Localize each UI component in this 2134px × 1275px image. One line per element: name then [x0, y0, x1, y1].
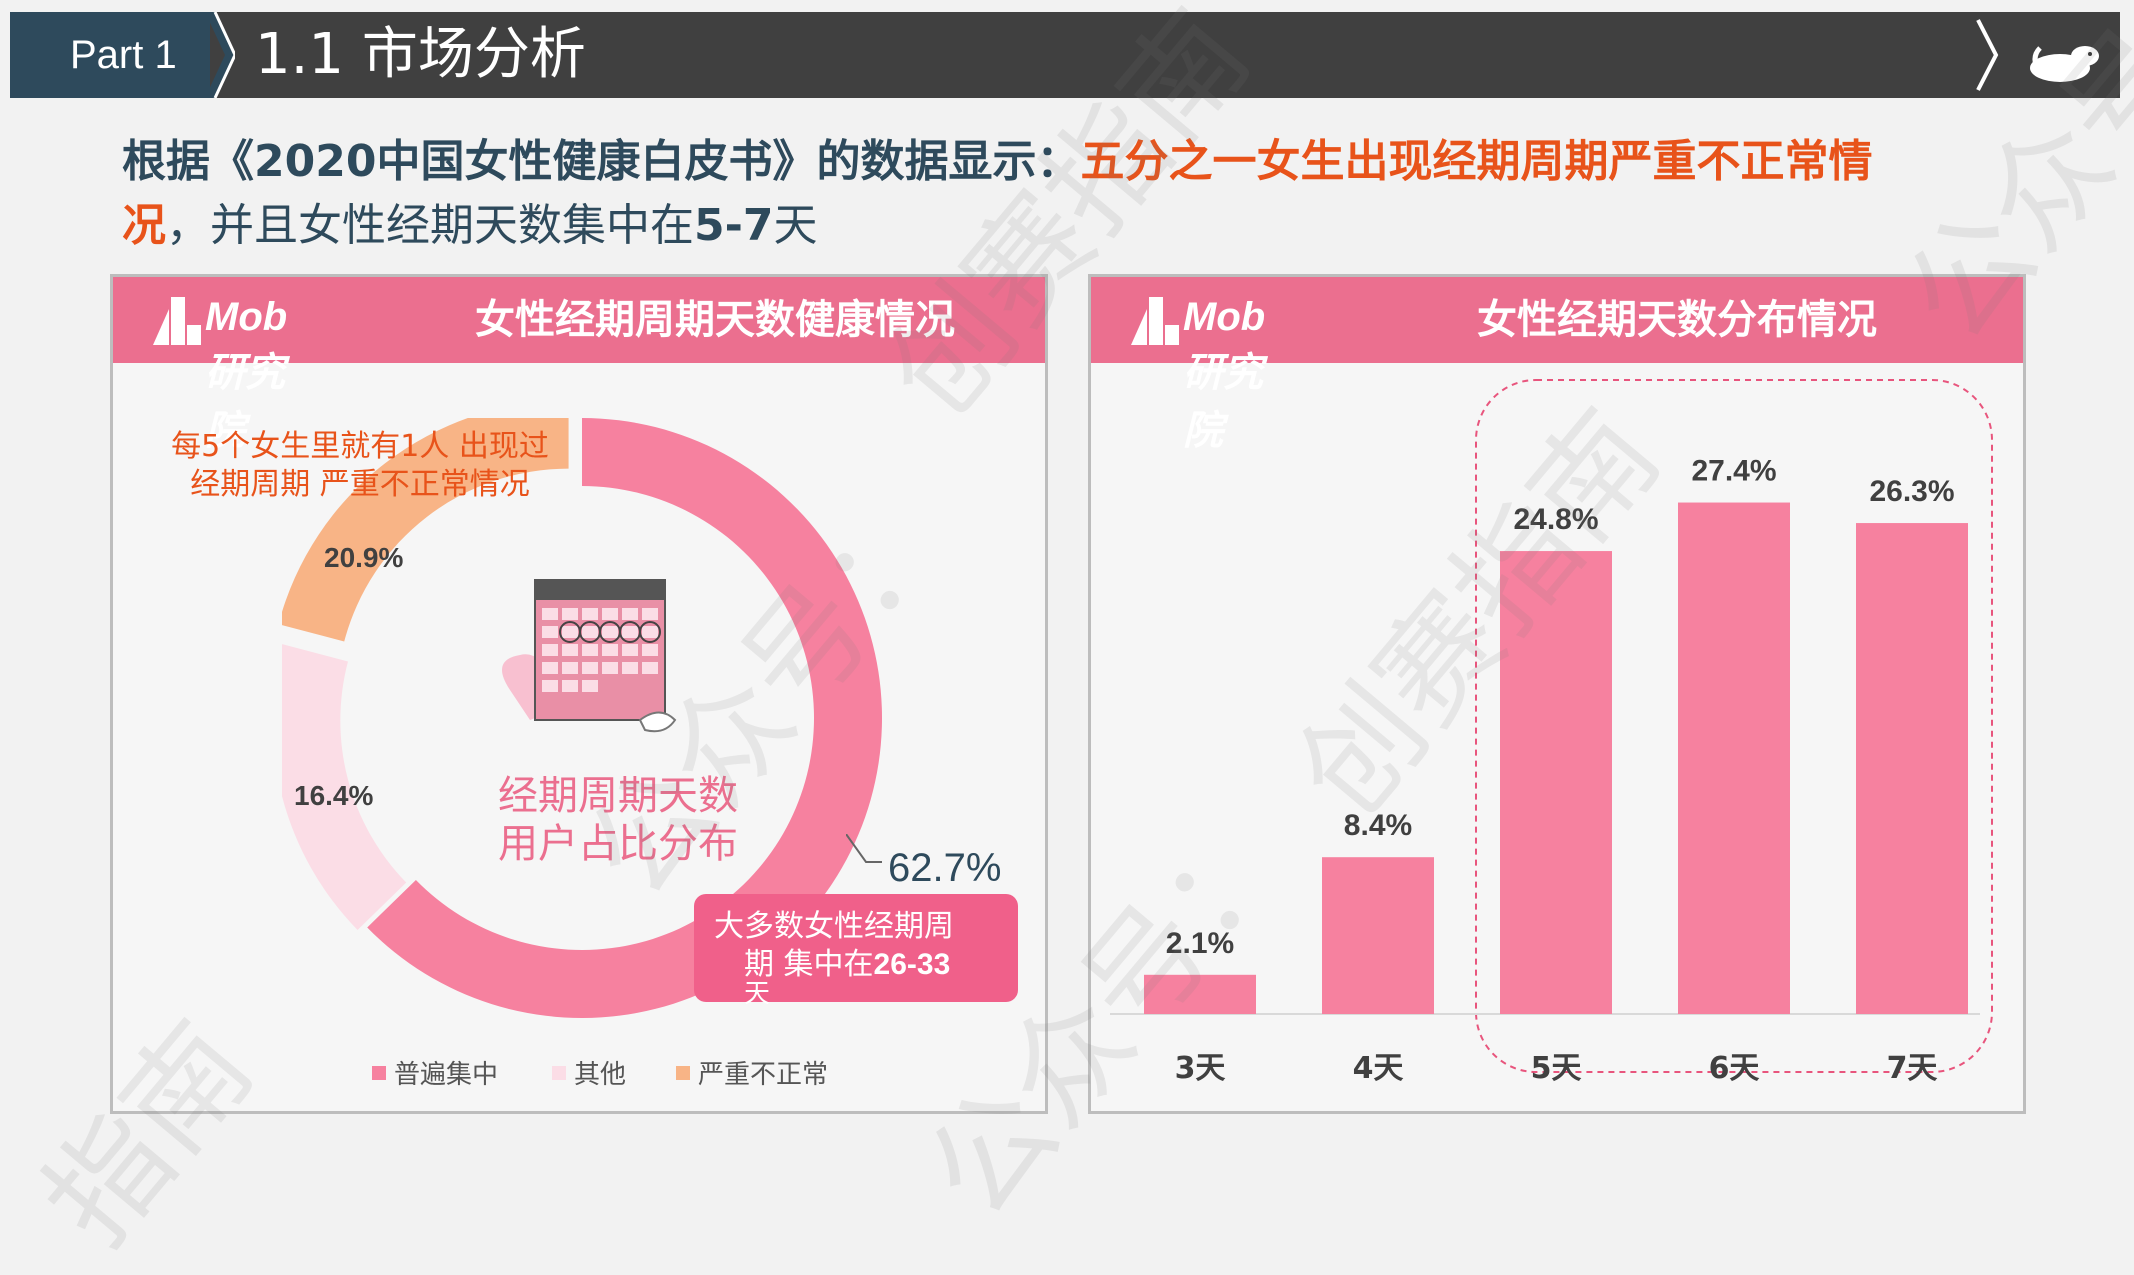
highlight-region: [1475, 379, 1993, 1073]
headline-prefix: 根据《2020中国女性健康白皮书》的数据显示：: [122, 136, 1081, 187]
legend-swatch-abnormal: [676, 1065, 690, 1080]
donut-label-common: 62.7%: [888, 846, 1002, 890]
bar-value-label: 27.4%: [1691, 455, 1776, 488]
headline-suffix-1: ，并且女性经期天数集中在: [166, 200, 694, 251]
annotation-line2: 经期周期 严重不正常情况: [190, 467, 530, 502]
callout-range: 26-33: [873, 948, 951, 981]
x-tick-label: 4天: [1353, 1051, 1404, 1084]
legend-label-other: 其他: [574, 1060, 627, 1090]
bar-chart: 2.1% 3天 8.4% 4天 24.8% 5天 27.4% 6天 26.3% 7天: [1110, 379, 1993, 1084]
right-mob-logo: Mob研究院: [1127, 289, 1265, 453]
bar-5天: [1500, 551, 1612, 1014]
common-callout: 大多数女性经期周 期 集中在26-33 天: [694, 894, 1018, 1009]
abnormal-annotation: 每5个女生里就有1人 出现过 经期周期 严重不正常情况: [150, 428, 570, 504]
donut-center-line1: 经期周期天数: [498, 773, 738, 819]
left-mob-logo: Mob研究院: [149, 289, 287, 453]
mob-logo-icon: [1131, 297, 1179, 345]
left-panel-header: [113, 277, 1045, 363]
mascot-icon: [2030, 46, 2099, 82]
callout-line2: 期 集中在26-33: [714, 946, 1008, 984]
bar-value-label: 26.3%: [1869, 475, 1954, 508]
legend-item-abnormal: 严重不正常: [676, 1054, 828, 1091]
part-chevron-icon: [205, 12, 235, 98]
x-tick-label: 7天: [1887, 1051, 1938, 1084]
headline-suffix-bold: 5-7: [694, 200, 774, 251]
x-tick-label: 6天: [1709, 1051, 1760, 1084]
callout-line3: 天: [744, 979, 771, 1009]
leader-line: [846, 834, 882, 863]
x-tick-label: 3天: [1175, 1051, 1226, 1084]
donut-center-line2: 用户占比分布: [498, 821, 738, 867]
legend-swatch-common: [372, 1065, 386, 1080]
headline-highlight-1: 五分之一女生出现经期周期严重不正常情: [1080, 136, 1873, 187]
headline-highlight-2: 况: [122, 200, 166, 251]
bar-value-label: 24.8%: [1513, 503, 1598, 536]
bar-value-label: 2.1%: [1166, 927, 1234, 960]
headline: 根据《2020中国女性健康白皮书》的数据显示：五分之一女生出现经期周期严重不正常…: [122, 130, 2072, 258]
donut-center-text: 经期周期天数 用户占比分布: [478, 772, 758, 868]
donut-chart: [282, 418, 882, 1018]
bar-value-label: 8.4%: [1344, 809, 1412, 842]
bar-7天: [1856, 523, 1968, 1014]
donut-label-abnormal: 20.9%: [324, 542, 404, 573]
page-title: 1.1 市场分析: [255, 22, 586, 87]
legend-label-abnormal: 严重不正常: [698, 1060, 829, 1090]
legend-item-common: 普遍集中: [372, 1054, 498, 1091]
mob-logo-icon: [153, 297, 201, 345]
donut-slice-common: [367, 418, 882, 1018]
calendar-icon: [502, 579, 677, 733]
part-label: Part 1: [10, 12, 210, 98]
right-panel-title: 女性经期天数分布情况: [1477, 297, 1877, 343]
callout-line1: 大多数女性经期周: [714, 909, 954, 944]
mob-logo-text: Mob研究院: [205, 295, 288, 453]
right-panel-header: [1091, 277, 2023, 363]
callout-line2-text: 期 集中在: [744, 947, 874, 982]
headline-suffix-2: 天: [773, 200, 818, 251]
donut-slice-abnormal: [282, 418, 569, 642]
legend-swatch-other: [552, 1065, 566, 1080]
header-bar: [10, 12, 2120, 98]
x-tick-label: 5天: [1531, 1051, 1582, 1084]
annotation-line1: 每5个女生里就有1人 出现过: [171, 429, 549, 464]
donut-slice-other: [282, 644, 407, 930]
mob-logo-text: Mob研究院: [1183, 295, 1266, 453]
bar-4天: [1322, 857, 1434, 1014]
bar-3天: [1144, 974, 1256, 1014]
donut-label-other: 16.4%: [294, 780, 374, 811]
legend-label-common: 普遍集中: [394, 1060, 499, 1090]
legend-item-other: 其他: [552, 1054, 626, 1091]
left-panel-title: 女性经期周期天数健康情况: [475, 297, 955, 343]
bar-6天: [1678, 502, 1790, 1014]
right-chevron-icon: [1976, 19, 1999, 91]
